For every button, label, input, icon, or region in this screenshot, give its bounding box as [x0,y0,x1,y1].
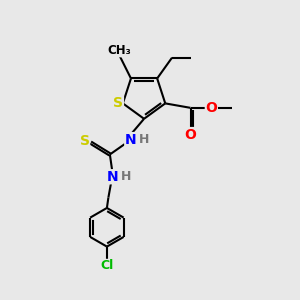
Text: S: S [80,134,90,148]
Text: S: S [113,96,123,110]
Text: H: H [139,133,149,146]
Text: O: O [184,128,196,142]
Text: Cl: Cl [100,260,113,272]
Text: CH₃: CH₃ [107,44,131,57]
Text: N: N [125,133,136,147]
Text: H: H [121,170,131,183]
Text: N: N [107,170,119,184]
Text: O: O [206,101,217,115]
